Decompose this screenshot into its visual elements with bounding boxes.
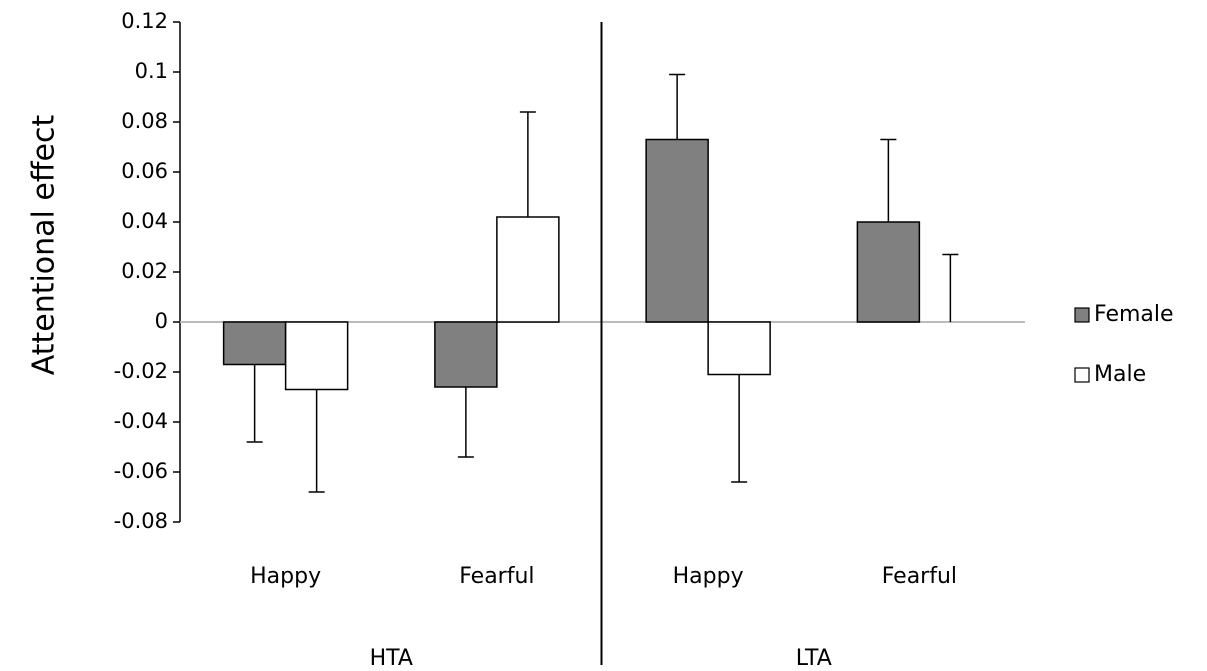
bar <box>222 321 287 366</box>
x-tick-label: Happy <box>250 564 321 589</box>
x-tick-label: Fearful <box>459 564 534 589</box>
bar <box>645 138 709 323</box>
legend-swatch <box>1074 367 1090 383</box>
legend-label: Female <box>1094 302 1174 327</box>
y-tick-label: 0.08 <box>121 109 168 133</box>
y-tick-label: -0.08 <box>114 509 168 533</box>
bar <box>856 221 921 323</box>
bar <box>707 321 771 376</box>
y-tick-label: -0.04 <box>114 409 168 433</box>
y-tick-label: 0.02 <box>121 259 168 283</box>
x-tick-label: Happy <box>673 564 744 589</box>
y-axis-title: Attentional effect <box>27 114 62 375</box>
y-tick-label: -0.02 <box>114 359 168 383</box>
bar <box>284 321 349 391</box>
bar <box>496 216 560 323</box>
y-tick-label: 0.12 <box>121 9 168 33</box>
y-tick-label: -0.06 <box>114 459 168 483</box>
group-label: HTA <box>370 646 413 671</box>
x-tick-label: Fearful <box>882 564 957 589</box>
group-label: LTA <box>796 646 832 671</box>
y-tick-label: 0.06 <box>121 159 168 183</box>
y-tick-label: 0.04 <box>121 209 168 233</box>
y-tick-label: 0 <box>155 309 168 333</box>
legend-swatch <box>1074 307 1090 323</box>
legend-label: Male <box>1094 362 1146 387</box>
bar <box>434 321 498 388</box>
y-tick-label: 0.1 <box>135 59 168 83</box>
